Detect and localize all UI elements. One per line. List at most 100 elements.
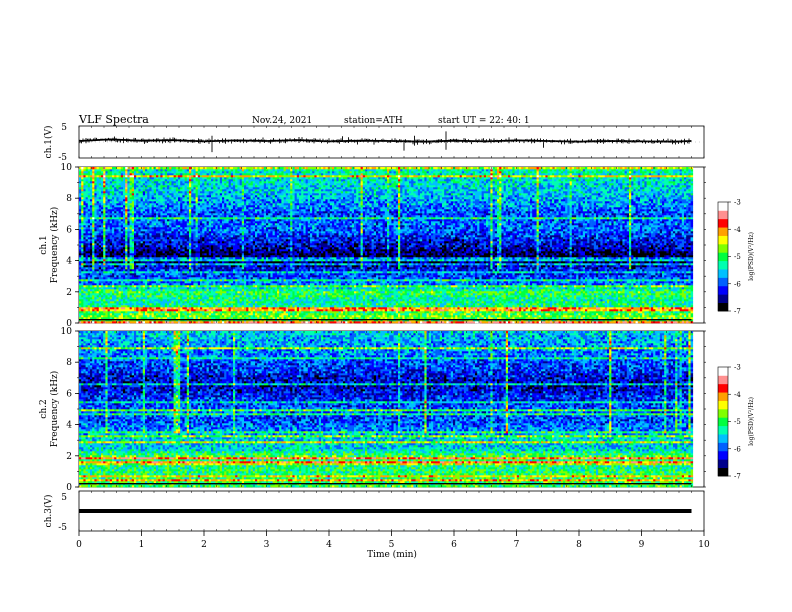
spec1-cell <box>120 175 124 178</box>
spec1-cell <box>92 279 95 282</box>
ch1-ytick-bottom: -5 <box>58 153 67 163</box>
spec1-cell <box>156 187 159 190</box>
spec1-cell <box>131 251 135 254</box>
spec1-cell <box>116 215 119 218</box>
spec1-cell <box>149 231 152 234</box>
spec1-cell <box>175 177 179 180</box>
spec1-cell <box>180 193 183 196</box>
spec1-cell <box>149 207 152 210</box>
spec1-cell <box>153 249 157 252</box>
spec1-cell <box>103 187 106 190</box>
spec1-cell <box>160 297 163 300</box>
spec1-cell <box>134 225 137 228</box>
spec1-cell <box>191 257 194 260</box>
spec1-cell <box>103 185 106 188</box>
spec1-cell <box>120 207 124 210</box>
spec1-cell <box>173 179 177 182</box>
spec1-cell <box>118 267 122 270</box>
spec1-cell <box>149 245 152 248</box>
spec1-cell <box>92 217 95 220</box>
spec1-cell <box>158 207 161 210</box>
spec1-cell <box>191 239 194 242</box>
spec1-cell <box>90 275 93 278</box>
spec1-cell <box>109 177 113 180</box>
spec1-cell <box>189 167 192 170</box>
spec1-cell <box>123 287 126 290</box>
spec1-cell <box>162 255 166 258</box>
spec1-cell <box>147 185 150 188</box>
spec1-cell <box>206 171 210 174</box>
spec1-cell <box>118 231 122 234</box>
spec1-cell <box>208 201 212 204</box>
spec1-cell <box>87 259 91 262</box>
spec1-cell <box>131 235 135 238</box>
spec1-cell <box>217 295 221 298</box>
spec1-cell <box>131 185 135 188</box>
spec1-cell <box>160 277 163 280</box>
spec1-cell <box>182 285 185 288</box>
spec1-cell <box>217 249 221 252</box>
spec1-cell <box>151 267 155 270</box>
spec1-cell <box>167 179 170 182</box>
spec1-cell <box>195 205 199 208</box>
spec1-cell <box>169 217 172 220</box>
spec1-cell <box>105 203 108 206</box>
spec1-cell <box>171 293 174 296</box>
spec1-cell <box>208 229 212 232</box>
spec1-cell <box>169 221 172 224</box>
spec1-cell <box>184 169 188 172</box>
spec1-cell <box>145 175 148 178</box>
spec1-cell <box>145 259 148 262</box>
spec1-cell <box>217 291 221 294</box>
spec1-cell <box>140 303 144 306</box>
spec1-cell <box>125 285 128 288</box>
spec1-cell <box>107 315 111 318</box>
spec1-cell <box>85 245 89 248</box>
spec1-cell <box>186 301 190 304</box>
spec1-cell <box>173 229 177 232</box>
spec1-cell <box>153 213 157 216</box>
spec1-cell <box>193 287 196 290</box>
spec1-cell <box>197 231 201 234</box>
spec1-cell <box>116 271 119 274</box>
spec1-cell <box>164 287 168 290</box>
spec1-cell <box>145 289 148 292</box>
spec1-cell <box>125 277 128 280</box>
spec1-cell <box>182 187 185 190</box>
spec1-cell <box>211 279 214 282</box>
spec1-cell <box>129 293 133 296</box>
spec1-cell <box>105 269 108 272</box>
spec1-cell <box>171 275 174 278</box>
spec1-cell <box>204 317 207 320</box>
spec1-cell <box>191 305 194 308</box>
spec1-cell <box>120 195 124 198</box>
spec1-cell <box>131 247 135 250</box>
spec1-cell <box>136 195 139 198</box>
spec1-cell <box>208 301 212 304</box>
spec1-cell <box>114 201 117 204</box>
spec1-cell <box>145 285 148 288</box>
spec1-cell <box>156 259 159 262</box>
spec1-cell <box>167 305 170 308</box>
spec1-cell <box>92 197 95 200</box>
spec1-cell <box>129 261 133 264</box>
spec1-cell <box>147 277 150 280</box>
spec1-cell <box>156 169 159 172</box>
spec1-cell <box>79 219 82 222</box>
spec1-cell <box>134 253 137 256</box>
spec1-cell <box>173 173 177 176</box>
spec1-cell <box>112 171 115 174</box>
spec1-cell <box>112 193 115 196</box>
spec1-cell <box>116 309 119 312</box>
spec1-cell <box>147 223 150 226</box>
spec1-cell <box>153 189 157 192</box>
spec1-cell <box>107 253 111 256</box>
spec1-cell <box>85 299 89 302</box>
spec1-cell <box>87 231 91 234</box>
spec1-cell <box>171 287 174 290</box>
spec1-cell <box>182 295 185 298</box>
spec1-cell <box>125 233 128 236</box>
spec1-cell <box>116 183 119 186</box>
spec1-cell <box>169 243 172 246</box>
spec1-cell <box>118 195 122 198</box>
